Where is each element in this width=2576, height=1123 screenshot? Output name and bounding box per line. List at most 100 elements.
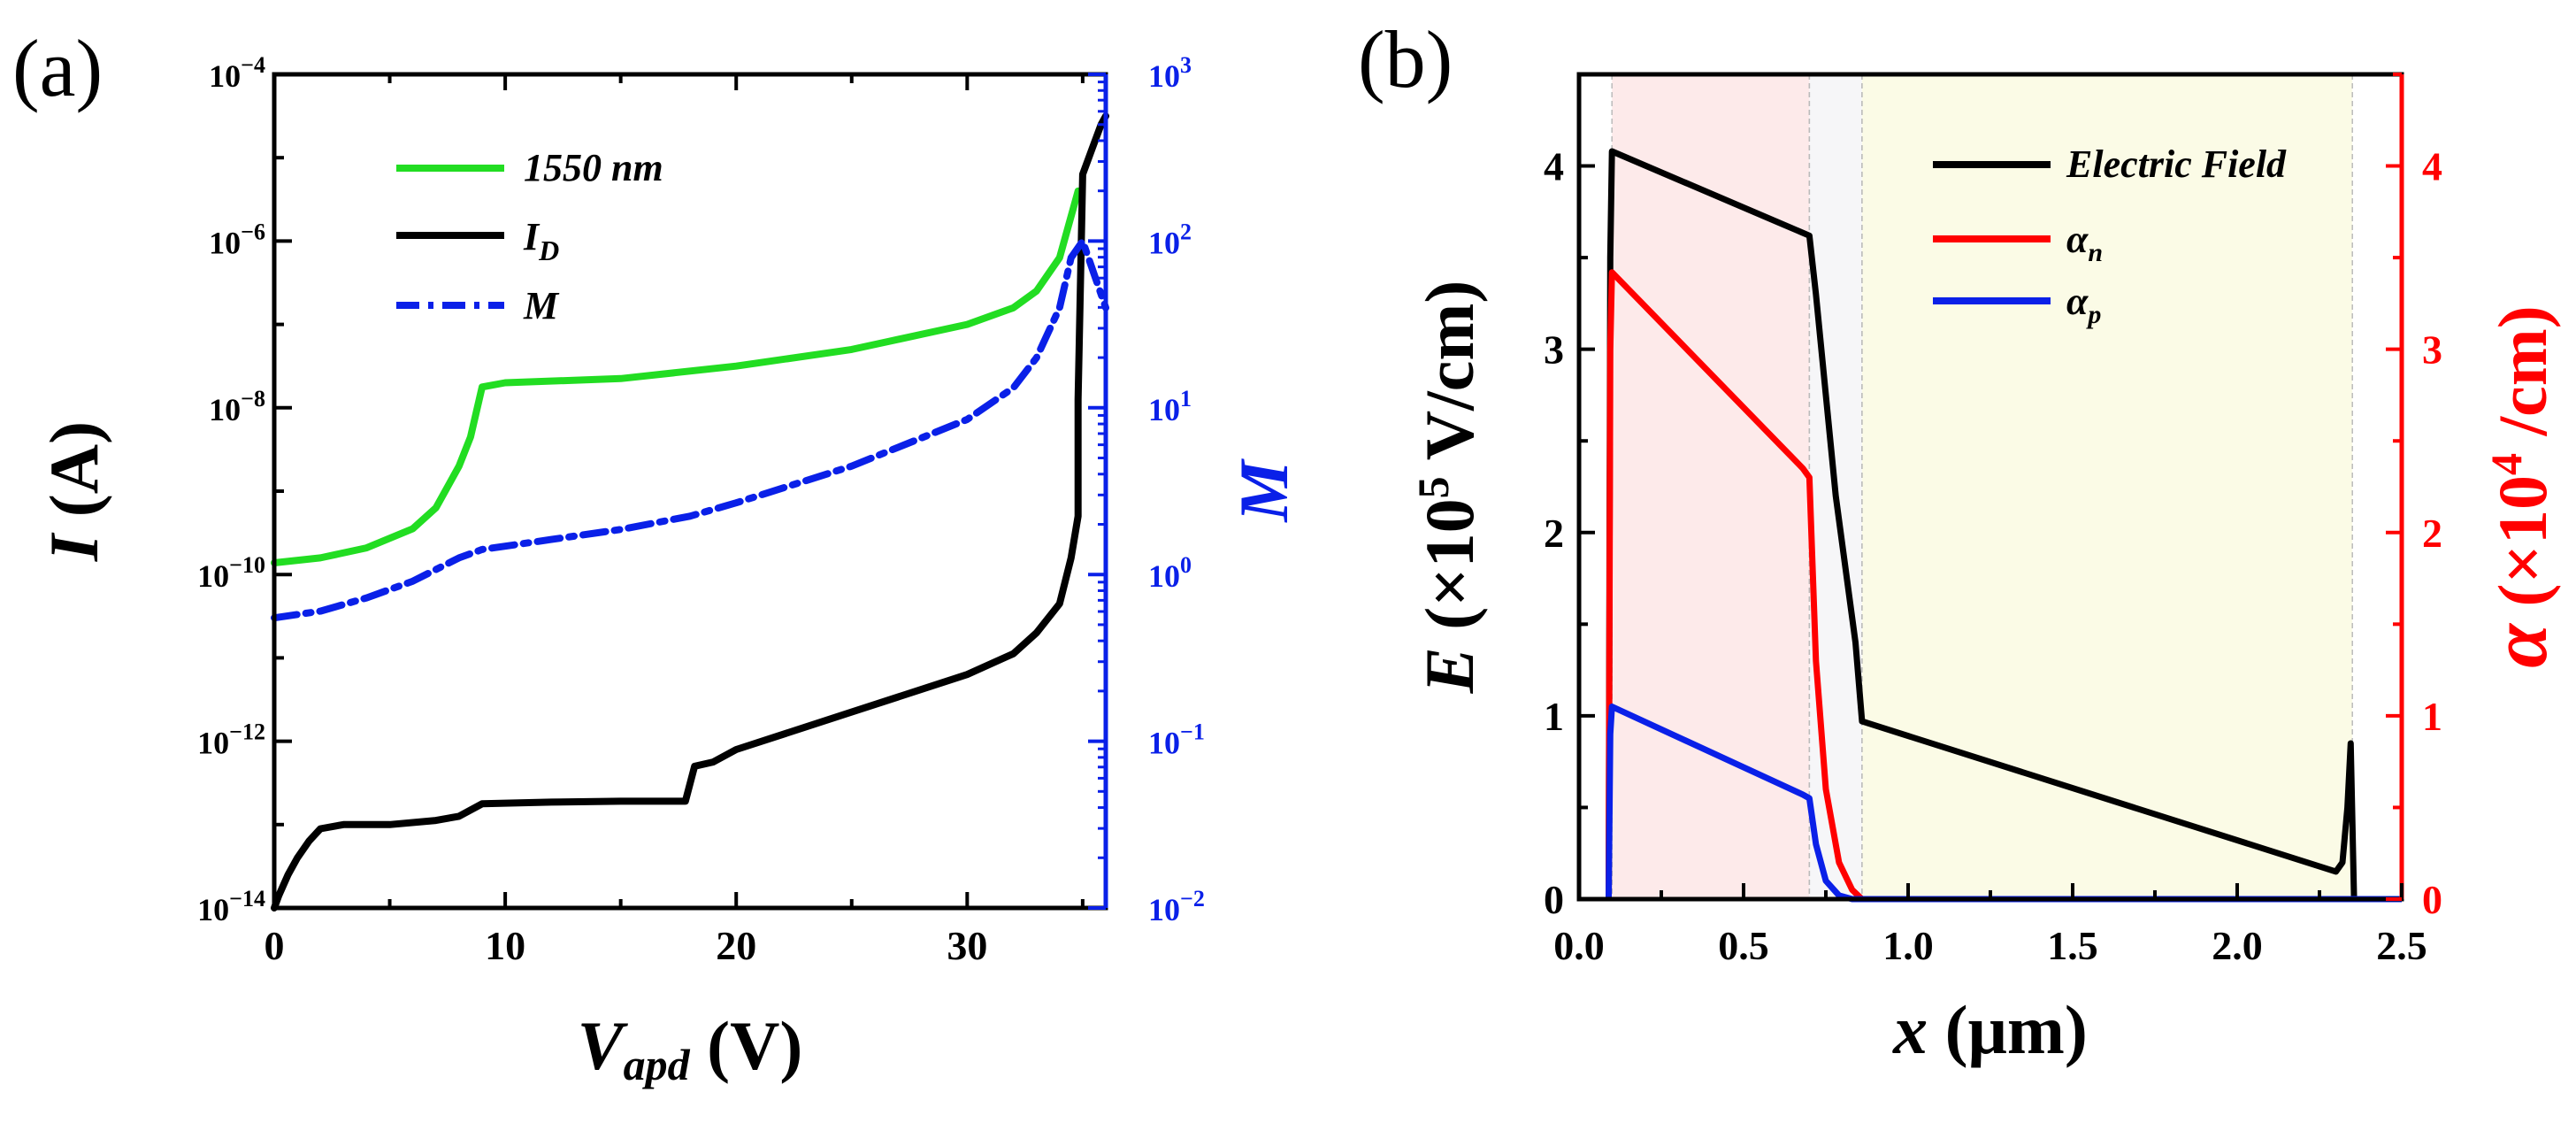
legend-label-electric-field: Electric Field (2066, 142, 2287, 186)
tick-base: 10 (209, 58, 241, 94)
panel-a-y2-tick-label: 102 (1148, 219, 1192, 260)
tick-base: 10 (209, 392, 241, 427)
panel-b-y-axis-title: E (×105 V/cm) (1408, 281, 1488, 695)
panel-b-region-3 (1861, 74, 2353, 899)
panel-b-y2-tick-label: 1 (2422, 694, 2442, 739)
panel-b-y-tick-label: 0 (1544, 877, 1564, 922)
tick-exp: 1 (1180, 386, 1192, 412)
panel-a-y-axis-title: I (A) (35, 421, 112, 562)
panel-b-y2-tick-labels: 0 1 2 3 4 (2422, 144, 2442, 922)
panel-b-y-title-tail: V/cm) (1411, 281, 1488, 477)
panel-a-y-tick-label: 10−4 (209, 52, 265, 94)
legend-alpha-n-main: α (2066, 218, 2089, 261)
tick-base: 10 (209, 225, 241, 260)
panel-a-y2-tick-label: 101 (1148, 386, 1192, 427)
panel-b-y-tick-label: 3 (1544, 327, 1564, 373)
legend-m-main: M (523, 284, 560, 327)
panel-b-legend: Electric Field αn αp (1933, 142, 2287, 329)
panel-a-y-tick-label: 10−12 (197, 719, 265, 761)
panel-b-y2-title-main: α (2476, 623, 2564, 668)
panel-b-y-tick-label: 4 (1544, 144, 1564, 189)
panel-b-x-tick-label: 0.0 (1553, 923, 1605, 968)
panel-b-y2-title-exp: 4 (2481, 453, 2531, 475)
legend-label-1550nm: 1550 nm (524, 146, 663, 189)
panel-b-y2-tick-label: 3 (2422, 327, 2442, 373)
panel-b-x-tick-label: 2.5 (2376, 923, 2427, 968)
panel-a-x-tick-label: 10 (485, 923, 525, 968)
tick-base: 10 (197, 558, 229, 594)
panel-b-y-title-exp: 5 (1408, 476, 1458, 498)
tick-base: 10 (1148, 225, 1180, 260)
tick-exp: −6 (241, 219, 265, 244)
tick-base: 10 (197, 892, 229, 927)
panel-a-y-tick-label: 10−8 (209, 386, 265, 427)
panel-a-y2-tick-label: 10−2 (1148, 886, 1205, 927)
legend-electric-field-main: Electric Field (2066, 142, 2287, 186)
panel-b-series-electric-field (1606, 148, 2402, 903)
panel-b-x-title-main: x (1892, 991, 1928, 1068)
panel-a-series-m (271, 237, 1109, 622)
panel-b-y2-tick-label: 4 (2422, 144, 2442, 189)
tick-exp: 2 (1180, 219, 1192, 244)
tick-exp: −14 (229, 886, 265, 911)
panel-a-x-tick-label: 20 (716, 923, 756, 968)
panel-b-y2-title-tail: /cm) (2484, 305, 2561, 453)
panel-a-series-1550-nm (271, 187, 1082, 566)
tick-exp: −1 (1180, 719, 1205, 745)
panel-b-series--n (1606, 269, 2402, 903)
legend-label-alpha-p: αp (2066, 280, 2101, 329)
panel-b-y2-title-unit: (×10 (2484, 475, 2561, 624)
tick-exp: −4 (241, 52, 265, 78)
legend-label-id: ID (523, 215, 559, 266)
panel-a-x-tick-label: 30 (947, 923, 987, 968)
tick-base: 10 (1148, 726, 1180, 761)
tick-base: 10 (197, 726, 229, 761)
panel-b-y2-tick-label: 0 (2422, 877, 2442, 922)
tick-base: 10 (1148, 58, 1180, 94)
tick-exp: −2 (1180, 886, 1205, 911)
panel-b-x-tick-label: 2.0 (2212, 923, 2263, 968)
panel-b-label: (b) (1358, 14, 1453, 104)
panel-b-y-tick-label: 1 (1544, 694, 1564, 739)
legend-alpha-p-main: α (2066, 280, 2089, 323)
tick-exp: −12 (229, 719, 265, 745)
legend-id-sub: D (538, 235, 559, 266)
panel-b-x-axis-title: x (μm) (1892, 991, 2088, 1068)
tick-base: 10 (1148, 558, 1180, 594)
panel-a-x-title-unit: (V) (690, 1007, 803, 1084)
tick-base: 10 (1148, 392, 1180, 427)
panel-b-x-tick-labels: 0.0 0.5 1.0 1.5 2.0 2.5 (1553, 923, 2427, 968)
panel-a-label: (a) (12, 23, 103, 113)
panel-b-x-tick-label: 1.0 (1882, 923, 1934, 968)
panel-b-x-tick-label: 1.5 (2047, 923, 2098, 968)
panel-a-y2-axis-title: M (1225, 458, 1302, 524)
panel-a-y-tick-label: 10−6 (209, 219, 265, 260)
panel-a-y2-tick-label: 103 (1148, 52, 1192, 94)
panel-a-x-title-main: V (578, 1007, 629, 1084)
panel-b-y-tick-labels: 0 1 2 3 4 (1544, 144, 1564, 922)
tick-exp: −10 (229, 552, 265, 578)
panel-a-x-axis-title: Vapd (V) (578, 1007, 803, 1089)
legend-1550nm-main: 1550 nm (524, 146, 663, 189)
panel-a-y-title-main: I (35, 532, 112, 562)
panel-a-ticks (272, 73, 1106, 910)
panel-a-x-title-sub: apd (624, 1040, 691, 1089)
panel-b-y-title-main: E (1411, 647, 1488, 694)
panel-b-y2-axis-title: α (×104 /cm) (2476, 305, 2564, 667)
panel-a-y-title-unit: (A) (35, 421, 112, 535)
legend-alpha-p-sub: p (2085, 300, 2101, 329)
tick-exp: 3 (1180, 52, 1192, 78)
panel-b-x-tick-label: 0.5 (1718, 923, 1769, 968)
panel-a-series-i-d (271, 112, 1109, 911)
panel-b-shaded-regions (1611, 74, 2353, 899)
panel-a-legend: 1550 nm ID M (396, 146, 663, 327)
panel-b-region-1 (1612, 74, 1810, 899)
legend-label-alpha-n: αn (2066, 218, 2103, 267)
panel-b: (b) 0.0 0.5 1.0 1.5 2.0 2.5 0 1 2 3 4 0 1 2 3 4 x (μm… (1358, 14, 2564, 1068)
panel-a-x-tick-label: 0 (264, 923, 285, 968)
legend-alpha-n-sub: n (2088, 238, 2103, 267)
panel-a-y2-tick-label: 10−1 (1148, 719, 1205, 761)
